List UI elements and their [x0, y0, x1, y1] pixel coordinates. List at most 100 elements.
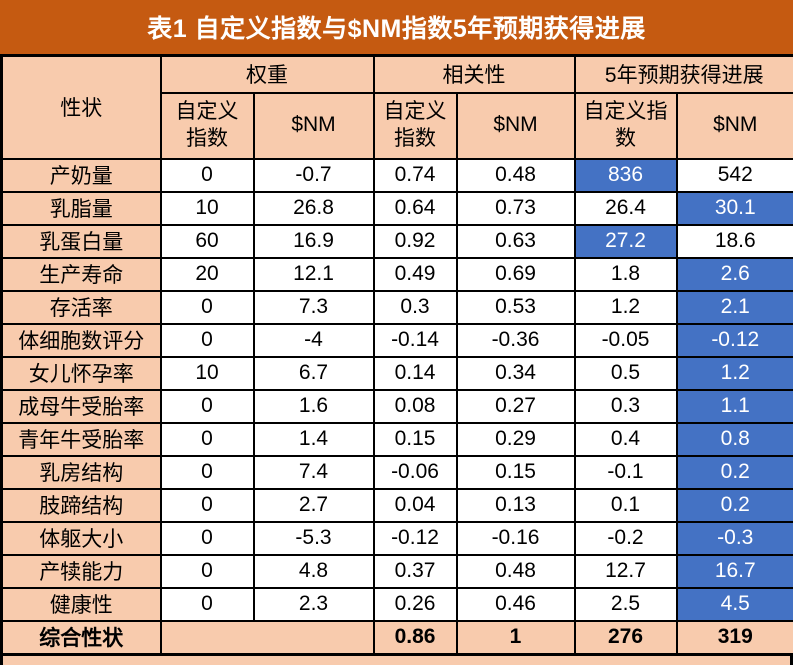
- bottom-strip: [0, 656, 793, 665]
- value-cell: 12.7: [573, 553, 678, 589]
- value-cell: 7.4: [252, 454, 375, 490]
- value-cell: 0.46: [455, 586, 576, 622]
- table-row: 青年牛受胎率 0 1.4 0.15 0.29 0.4 0.8: [0, 421, 793, 457]
- value-cell: 0.4: [573, 421, 678, 457]
- sub-header-weight-nm: $NM: [252, 91, 375, 160]
- value-cell: 1.6: [252, 388, 375, 424]
- table-row: 产奶量 0 -0.7 0.74 0.48 836 542: [0, 157, 793, 193]
- value-cell: 0: [159, 520, 255, 556]
- value-cell: 2.1: [675, 289, 793, 325]
- value-cell: 0.37: [372, 553, 458, 589]
- sub-header-weight-custom-index: 自定义 指数: [159, 91, 255, 160]
- value-cell: 16.9: [252, 223, 375, 259]
- value-cell: 0: [159, 454, 255, 490]
- value-cell: -4: [252, 322, 375, 358]
- trait-cell: 产奶量: [0, 157, 162, 193]
- value-cell: -0.05: [573, 322, 678, 358]
- group-header-correlation: 相关性: [372, 54, 576, 94]
- value-cell: 0.49: [372, 256, 458, 292]
- value-cell: 0.48: [455, 553, 576, 589]
- value-cell: 2.7: [252, 487, 375, 523]
- trait-cell: 女儿怀孕率: [0, 355, 162, 391]
- value-cell: -0.12: [675, 322, 793, 358]
- value-cell: 0.13: [455, 487, 576, 523]
- value-cell: 0: [159, 421, 255, 457]
- value-cell: 26.8: [252, 190, 375, 226]
- value-cell: -0.7: [252, 157, 375, 193]
- value-cell: -0.14: [372, 322, 458, 358]
- trait-cell: 青年牛受胎率: [0, 421, 162, 457]
- value-cell: 0: [159, 388, 255, 424]
- value-cell: 0.29: [455, 421, 576, 457]
- value-cell: 2.3: [252, 586, 375, 622]
- value-cell: 0.73: [455, 190, 576, 226]
- value-cell: 10: [159, 355, 255, 391]
- table-row: 体细胞数评分 0 -4 -0.14 -0.36 -0.05 -0.12: [0, 322, 793, 358]
- value-cell: 7.3: [252, 289, 375, 325]
- trait-cell: 乳蛋白量: [0, 223, 162, 259]
- value-cell: 0.26: [372, 586, 458, 622]
- value-cell: 0.27: [455, 388, 576, 424]
- value-cell: 0.53: [455, 289, 576, 325]
- value-cell: 60: [159, 223, 255, 259]
- value-cell: 0.15: [455, 454, 576, 490]
- value-cell: 0.14: [372, 355, 458, 391]
- table-title-text: 表1 自定义指数与$NM指数5年预期获得进展: [147, 15, 646, 43]
- value-cell: 0.34: [455, 355, 576, 391]
- table-body: 产奶量 0 -0.7 0.74 0.48 836 542 乳脂量 10 26.8 0.64 0.73 2…: [0, 157, 793, 656]
- value-cell: 12.1: [252, 256, 375, 292]
- sub-header-progress-nm: $NM: [675, 91, 793, 160]
- sub-header-progress-custom-index: 自定义指 数: [573, 91, 678, 160]
- table-row: 成母牛受胎率 0 1.6 0.08 0.27 0.3 1.1: [0, 388, 793, 424]
- value-cell: 0.5: [573, 355, 678, 391]
- value-cell: 4.5: [675, 586, 793, 622]
- table-row: 产犊能力 0 4.8 0.37 0.48 12.7 16.7: [0, 553, 793, 589]
- value-cell: 0.3: [573, 388, 678, 424]
- value-cell: -5.3: [252, 520, 375, 556]
- trait-cell: 健康性: [0, 586, 162, 622]
- total-value-cell: 0.86: [372, 619, 458, 656]
- value-cell: 836: [573, 157, 678, 193]
- value-cell: 16.7: [675, 553, 793, 589]
- value-cell: -0.12: [372, 520, 458, 556]
- value-cell: 1.2: [573, 289, 678, 325]
- value-cell: 542: [675, 157, 793, 193]
- total-value-cell: [159, 619, 375, 656]
- value-cell: 0.3: [372, 289, 458, 325]
- value-cell: 1.8: [573, 256, 678, 292]
- value-cell: 0.48: [455, 157, 576, 193]
- value-cell: -0.06: [372, 454, 458, 490]
- total-value-cell: 276: [573, 619, 678, 656]
- value-cell: 0.74: [372, 157, 458, 193]
- value-cell: 0: [159, 322, 255, 358]
- table-row: 乳蛋白量 60 16.9 0.92 0.63 27.2 18.6: [0, 223, 793, 259]
- trait-column-header: 性状: [0, 54, 162, 160]
- trait-cell: 产犊能力: [0, 553, 162, 589]
- value-cell: 1.4: [252, 421, 375, 457]
- group-header-weight: 权重: [159, 54, 375, 94]
- sub-header-correlation-custom-index: 自定义 指数: [372, 91, 458, 160]
- value-cell: 0.2: [675, 454, 793, 490]
- trait-cell: 生产寿命: [0, 256, 162, 292]
- trait-cell: 乳脂量: [0, 190, 162, 226]
- value-cell: -0.3: [675, 520, 793, 556]
- value-cell: 30.1: [675, 190, 793, 226]
- sub-header-correlation-nm: $NM: [455, 91, 576, 160]
- total-value-cell: 1: [455, 619, 576, 656]
- value-cell: 0.8: [675, 421, 793, 457]
- table-row: 乳房结构 0 7.4 -0.06 0.15 -0.1 0.2: [0, 454, 793, 490]
- value-cell: 10: [159, 190, 255, 226]
- total-row: 综合性状 0.86 1 276 319: [0, 619, 793, 656]
- table-row: 体躯大小 0 -5.3 -0.12 -0.16 -0.2 -0.3: [0, 520, 793, 556]
- value-cell: 2.6: [675, 256, 793, 292]
- value-cell: 0.69: [455, 256, 576, 292]
- value-cell: 0: [159, 586, 255, 622]
- value-cell: 2.5: [573, 586, 678, 622]
- value-cell: 0.92: [372, 223, 458, 259]
- value-cell: 0: [159, 487, 255, 523]
- table-row: 乳脂量 10 26.8 0.64 0.73 26.4 30.1: [0, 190, 793, 226]
- value-cell: 6.7: [252, 355, 375, 391]
- value-cell: 18.6: [675, 223, 793, 259]
- value-cell: 0.64: [372, 190, 458, 226]
- trait-cell: 成母牛受胎率: [0, 388, 162, 424]
